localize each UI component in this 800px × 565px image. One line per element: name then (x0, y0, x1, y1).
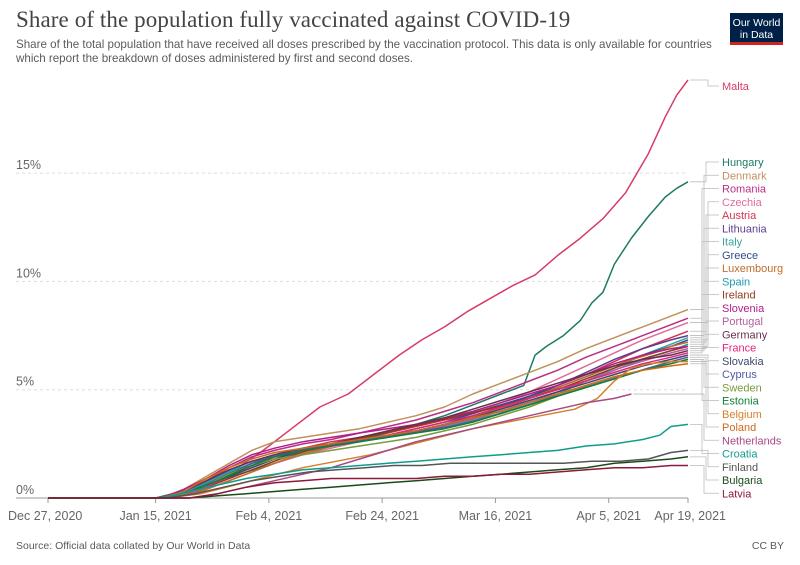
legend-connector (690, 333, 719, 352)
legend-label-cyprus[interactable]: Cyprus (722, 369, 757, 381)
legend-connector (690, 465, 719, 494)
legend-connector (690, 227, 719, 336)
series-line-luxembourg[interactable] (48, 341, 689, 499)
y-tick-label: 15% (16, 158, 41, 172)
series-line-austria[interactable] (48, 330, 689, 499)
y-tick-label: 0% (16, 483, 34, 497)
series-lines[interactable] (48, 79, 689, 499)
legend-label-spain[interactable]: Spain (722, 276, 750, 288)
source-note: Source: Official data collated by Our Wo… (16, 540, 251, 552)
y-tick-label: 10% (16, 266, 41, 280)
legend-connector (690, 347, 719, 354)
owid-logo[interactable]: Our World in Data (730, 13, 783, 45)
legend-label-greece[interactable]: Greece (722, 250, 758, 262)
series-line-estonia[interactable] (48, 358, 689, 499)
legend-connector (690, 201, 719, 323)
legend-label-belgium[interactable]: Belgium (722, 409, 762, 421)
x-tick-label: Mar 16, 2021 (459, 509, 533, 523)
legend-label-austria[interactable]: Austria (722, 210, 757, 222)
legend-label-slovenia[interactable]: Slovenia (722, 303, 765, 315)
legend-label-poland[interactable]: Poland (722, 422, 756, 434)
series-line-romania[interactable] (48, 317, 689, 499)
gridlines (16, 172, 688, 499)
legend-connector (690, 363, 719, 428)
legend-label-luxembourg[interactable]: Luxembourg (722, 263, 783, 275)
legend-connector (690, 307, 719, 347)
chart-title: Share of the population fully vaccinated… (16, 7, 571, 32)
license-link[interactable]: CC BY (751, 540, 784, 552)
legend-connector (690, 456, 719, 481)
legend-label-slovakia[interactable]: Slovakia (722, 356, 764, 368)
legend-label-netherlands[interactable]: Netherlands (722, 435, 782, 447)
legend-label-italy[interactable]: Italy (722, 237, 743, 249)
legend-connector (690, 241, 719, 339)
legend-connector (690, 174, 719, 310)
y-axis: 0% 5% 10% 15% (16, 158, 41, 497)
series-line-germany[interactable] (48, 349, 689, 499)
x-tick-label: Jan 15, 2021 (119, 509, 191, 523)
legend-connector (690, 267, 719, 343)
legend-label-germany[interactable]: Germany (722, 329, 768, 341)
logo-line-1: Our World (732, 17, 781, 29)
legend-label-portugal[interactable]: Portugal (722, 316, 763, 328)
legend-connector (690, 354, 719, 362)
series-line-spain[interactable] (48, 343, 689, 499)
legend-connector (690, 423, 719, 454)
series-line-croatia[interactable] (48, 423, 689, 499)
legend-label-croatia[interactable]: Croatia (722, 449, 758, 461)
legend-label-czechia[interactable]: Czechia (722, 197, 763, 209)
x-tick-label: Feb 4, 2021 (236, 509, 303, 523)
x-tick-label: Feb 24, 2021 (345, 509, 419, 523)
x-tick-label: Dec 27, 2020 (8, 509, 82, 523)
series-line-slovenia[interactable] (48, 345, 689, 499)
legend-label-estonia[interactable]: Estonia (722, 396, 760, 408)
legend-connector (690, 361, 719, 415)
legend-label-romania[interactable]: Romania (722, 184, 767, 196)
legend-label-latvia[interactable]: Latvia (722, 488, 752, 500)
series-line-bulgaria[interactable] (48, 456, 689, 499)
legend-connector (633, 393, 719, 441)
legend-label-sweden[interactable]: Sweden (722, 382, 762, 394)
x-tick-label: Apr 19, 2021 (654, 509, 726, 523)
series-line-lithuania[interactable] (48, 334, 689, 499)
series-line-poland[interactable] (48, 362, 689, 499)
series-line-denmark[interactable] (48, 308, 689, 499)
series-line-latvia[interactable] (48, 464, 688, 499)
legend-connector (690, 188, 719, 319)
legend-connector (690, 320, 719, 349)
series-line-italy[interactable] (48, 336, 689, 499)
series-line-france[interactable] (48, 352, 689, 499)
legend-connector (690, 79, 719, 87)
legend-connector (690, 449, 719, 468)
legend-connector (690, 214, 719, 332)
x-tick-label: Apr 5, 2021 (576, 509, 641, 523)
legend-connector (690, 294, 719, 347)
legend-label-bulgaria[interactable]: Bulgaria (722, 475, 763, 487)
legend-connector (690, 254, 719, 341)
legend-label-lithuania[interactable]: Lithuania (722, 223, 768, 235)
legend-label-france[interactable]: France (722, 343, 756, 355)
legend-connector (690, 161, 719, 183)
legend-label-ireland[interactable]: Ireland (722, 290, 756, 302)
legend-connector (690, 280, 719, 345)
legend-connectors (633, 79, 719, 494)
legend-label-finland[interactable]: Finland (722, 462, 758, 474)
series-line-ireland[interactable] (48, 345, 689, 499)
y-tick-label: 5% (16, 375, 34, 389)
legend-connector (690, 358, 719, 401)
series-line-finland[interactable] (48, 449, 689, 499)
chart-subtitle: Share of the total population that have … (16, 38, 712, 65)
legend-label-denmark[interactable]: Denmark (722, 170, 767, 182)
logo-line-2: in Data (739, 29, 774, 41)
legend-label-hungary[interactable]: Hungary (722, 157, 764, 169)
series-line-hungary[interactable] (48, 181, 689, 499)
series-line-sweden[interactable] (48, 358, 689, 499)
legend-label-malta[interactable]: Malta (722, 81, 750, 93)
series-line-czechia[interactable] (48, 321, 689, 499)
x-axis: Dec 27, 2020 Jan 15, 2021 Feb 4, 2021 Feb 2… (8, 498, 726, 523)
